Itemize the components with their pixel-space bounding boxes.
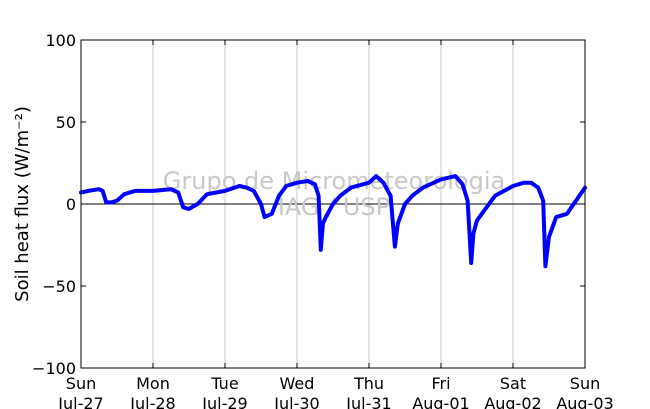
x-tick-day-0: Sun [66, 374, 96, 393]
x-tick-date-5: Aug-01 [412, 394, 469, 409]
x-tick-date-6: Aug-02 [484, 394, 541, 409]
y-axis: −100 −50 0 50 100 [32, 31, 585, 378]
x-tick-day-5: Fri [431, 374, 450, 393]
x-axis: SunJul-27MonJul-28TueJul-29WedJul-30ThuJ… [57, 40, 614, 409]
x-tick-date-2: Jul-29 [201, 394, 247, 409]
x-tick-date-3: Jul-30 [273, 394, 319, 409]
y-axis-label: Soil heat flux (W/m⁻²) [12, 106, 33, 302]
x-tick-day-1: Mon [136, 374, 170, 393]
y-tick-label-0: −100 [32, 359, 76, 378]
x-tick-day-4: Thu [353, 374, 384, 393]
x-tick-day-6: Sat [500, 374, 526, 393]
x-tick-day-2: Tue [210, 374, 238, 393]
watermark-line-2: IAG / USP [278, 193, 390, 221]
x-tick-day-3: Wed [280, 374, 315, 393]
y-tick-label-3: 50 [56, 113, 76, 132]
series-line-0 [79, 174, 587, 269]
x-tick-date-4: Jul-31 [345, 394, 391, 409]
x-tick-date-7: Aug-03 [556, 394, 613, 409]
x-tick-date-0: Jul-27 [57, 394, 103, 409]
watermark-line-1: Grupo de Micrometeorologia [163, 167, 505, 195]
y-tick-label-2: 0 [66, 195, 76, 214]
series [79, 174, 587, 269]
x-tick-day-7: Sun [570, 374, 600, 393]
y-tick-label-4: 100 [45, 31, 76, 50]
x-tick-date-1: Jul-28 [129, 394, 175, 409]
y-tick-label-1: −50 [42, 277, 76, 296]
